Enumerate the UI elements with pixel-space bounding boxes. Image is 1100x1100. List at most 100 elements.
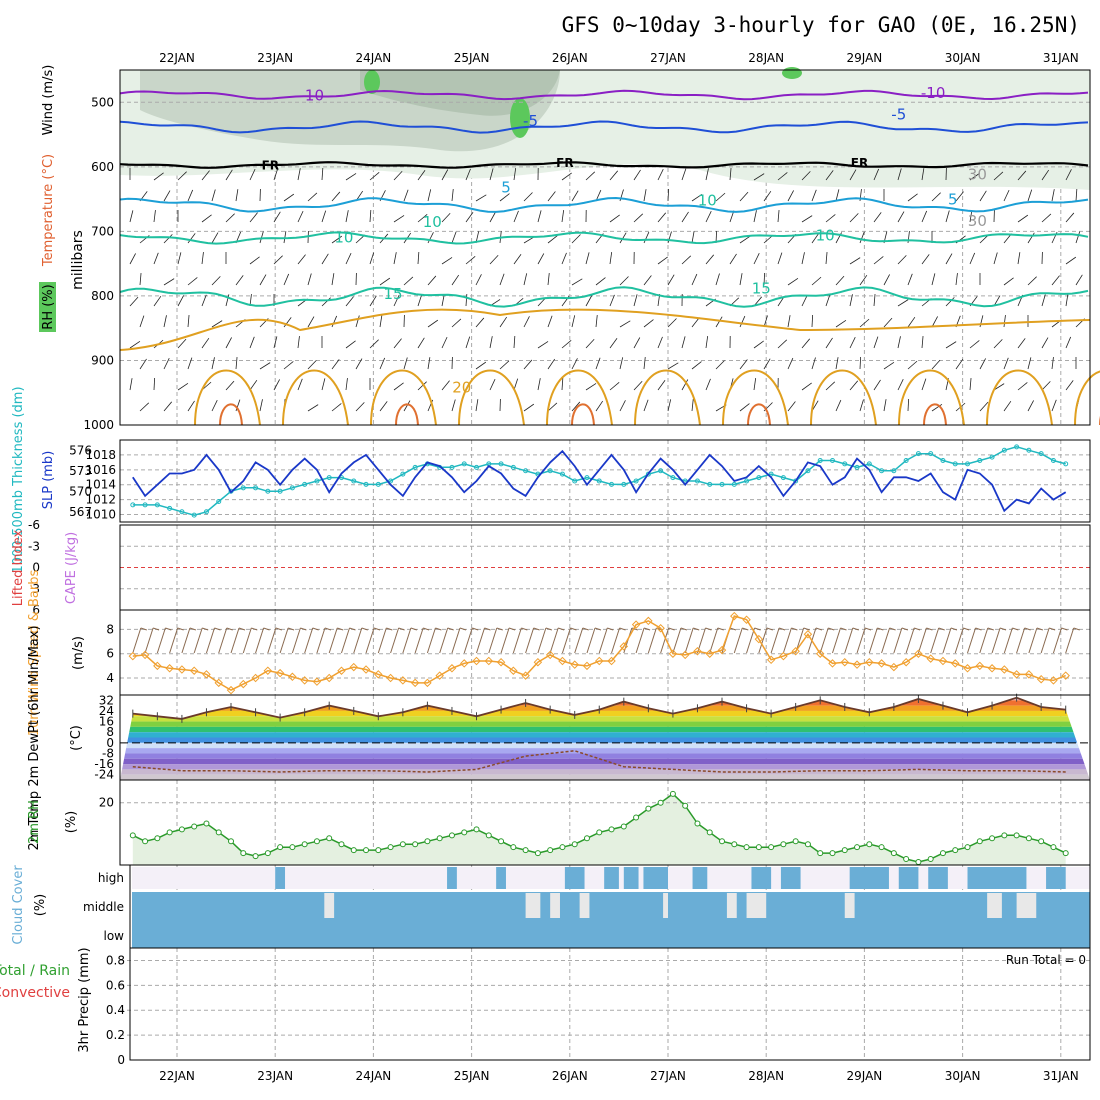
thickness-tick-label: 576 [69, 443, 92, 457]
wind-speed-point [226, 685, 236, 695]
wind-barb [969, 340, 980, 349]
rh-point [154, 835, 161, 842]
contour-label: 10 [423, 213, 442, 231]
temp-contour-20-top [119, 308, 1091, 351]
wind-speed-point [349, 662, 359, 672]
wind-barb [369, 210, 372, 223]
wind-barb-flag [889, 627, 896, 631]
rh-panel: 20 [99, 790, 1090, 865]
wind-barb [451, 399, 456, 412]
wind-barb [249, 336, 255, 349]
rh-point [448, 832, 455, 839]
rh-point [817, 850, 824, 857]
temp-contour-20 [370, 369, 437, 426]
wind-barb [931, 192, 941, 202]
cloud-middle-gap [1016, 893, 1037, 918]
wind-barb [739, 191, 749, 202]
wind-barb [633, 169, 641, 181]
wind-speed-point [631, 620, 641, 629]
wind-barb [163, 315, 167, 328]
thickness-point [854, 464, 860, 470]
wind-barb [163, 401, 173, 412]
wind-barb [307, 360, 317, 370]
wind-barb [201, 337, 210, 349]
wind-barb-10m [205, 627, 215, 654]
temp-band [120, 753, 1090, 759]
temp-contour-20 [722, 369, 789, 426]
wind-barb [523, 403, 535, 412]
wind-speed-point [693, 647, 702, 656]
freezing-level-line [119, 161, 1089, 169]
wind-barb [537, 253, 545, 265]
wind-barb-10m [1052, 627, 1062, 654]
wind-speed-point [533, 657, 543, 667]
wind-barb-flag [165, 627, 172, 631]
temp-tick-label: -24 [94, 768, 114, 782]
lifted-index-tick-label: 0 [32, 561, 40, 575]
wind-barb-flag [422, 627, 430, 631]
rh-point [657, 799, 664, 806]
wind-barb [681, 336, 686, 349]
temp-band [120, 758, 1090, 765]
contour-label: 30 [968, 212, 987, 230]
wind-barb [1027, 232, 1035, 244]
wind-barb-10m [844, 627, 854, 654]
contour-label: 20 [452, 379, 471, 397]
wind-barb [753, 253, 760, 265]
temp-band [120, 742, 1090, 749]
wind-barb [609, 214, 620, 223]
date-label-bottom: 22JAN [159, 1069, 195, 1083]
wind-barb [585, 171, 596, 181]
wind-barb [537, 378, 541, 391]
rh-point [436, 835, 443, 842]
wind-speed-point [754, 634, 764, 644]
date-label-top: 24JAN [356, 51, 392, 65]
wind-barb [931, 403, 943, 412]
wind-barb-flag [472, 627, 479, 631]
wind-barb [331, 191, 341, 202]
thickness-point [1063, 461, 1069, 467]
wind-barb [345, 210, 349, 223]
wind-barb-10m [500, 627, 510, 654]
wind-barb [393, 382, 404, 391]
wind-barb [801, 215, 813, 223]
wind-barb-flag [484, 627, 491, 631]
thickness-point [498, 461, 504, 467]
wind-barb [225, 213, 235, 223]
temp-band [120, 710, 1090, 717]
date-label-top: 30JAN [945, 51, 981, 65]
wind-barb [811, 232, 820, 244]
wind-barb [801, 295, 808, 307]
wind-barb [297, 254, 306, 265]
wind-barb [187, 277, 198, 286]
wind-barb [849, 213, 859, 223]
wind-barb-10m [512, 627, 522, 654]
wind-barb-flag [1061, 627, 1068, 631]
wind-barb-flag [705, 627, 712, 631]
wind-barb-flag [680, 627, 688, 631]
wind-barb-10m [746, 627, 756, 654]
rh-point [669, 790, 676, 797]
wind-barb [835, 357, 839, 370]
wind-barb [187, 233, 196, 244]
wind-barb [859, 318, 870, 328]
wind-barb-flag [631, 627, 638, 631]
wind-barb [705, 254, 715, 265]
thickness-point [253, 485, 259, 491]
wind-speed-point [374, 670, 383, 679]
wind-barb [1051, 275, 1060, 286]
wind-barb-flag [840, 627, 847, 631]
wind-barb [547, 315, 553, 328]
wind-speed-point [840, 657, 850, 667]
wind-barb [417, 213, 428, 223]
wind-barb [499, 316, 508, 328]
thickness-point [780, 475, 786, 481]
ylabel-wind10m: 10m Wind Speed & Barbs [27, 570, 42, 737]
thickness-point [744, 478, 750, 484]
wind-barb-10m [169, 627, 179, 654]
wind-barb [825, 294, 831, 307]
rh-point [350, 847, 357, 854]
rh-point [412, 841, 419, 848]
